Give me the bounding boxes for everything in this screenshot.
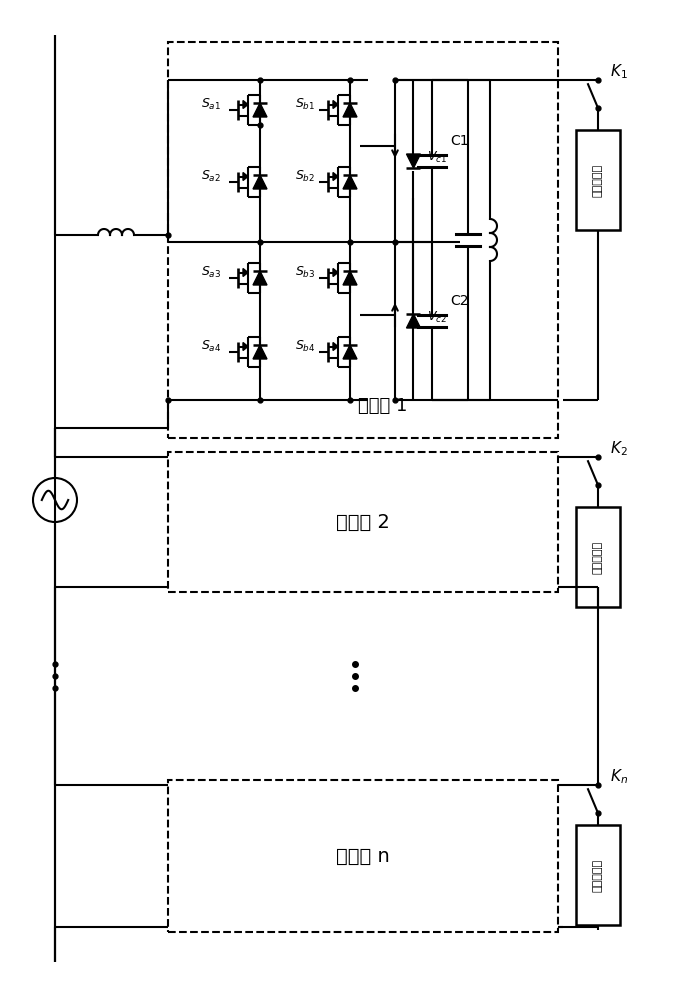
Polygon shape <box>243 268 248 276</box>
Polygon shape <box>343 103 357 117</box>
Text: $S_{b1}$: $S_{b1}$ <box>295 96 315 112</box>
Text: $S_{b3}$: $S_{b3}$ <box>295 264 315 280</box>
Text: $K_1$: $K_1$ <box>610 63 627 81</box>
Bar <box>168 452 558 592</box>
Polygon shape <box>343 345 357 359</box>
Bar <box>576 825 620 925</box>
Text: 子模块 n: 子模块 n <box>336 846 390 865</box>
Text: C2: C2 <box>450 294 469 308</box>
Text: 子模块 2: 子模块 2 <box>336 512 390 532</box>
Text: $S_{a1}$: $S_{a1}$ <box>201 96 221 112</box>
Text: $S_{b4}$: $S_{b4}$ <box>295 338 315 354</box>
Polygon shape <box>406 314 421 328</box>
Text: $S_{a4}$: $S_{a4}$ <box>201 338 221 354</box>
Text: 子模块 1: 子模块 1 <box>358 397 408 415</box>
Bar <box>576 507 620 607</box>
Text: $S_{a3}$: $S_{a3}$ <box>201 264 221 280</box>
Bar <box>576 130 620 230</box>
Text: $V_{c1}$: $V_{c1}$ <box>427 149 447 165</box>
Polygon shape <box>333 342 338 351</box>
Text: $S_{b2}$: $S_{b2}$ <box>295 168 315 184</box>
Polygon shape <box>406 154 421 168</box>
Bar <box>168 42 558 438</box>
Polygon shape <box>253 345 267 359</box>
Text: $V_{c2}$: $V_{c2}$ <box>427 309 447 325</box>
Polygon shape <box>333 101 338 108</box>
Text: $S_{a2}$: $S_{a2}$ <box>201 168 221 184</box>
Text: 直流变压器: 直流变压器 <box>593 540 603 574</box>
Polygon shape <box>253 271 267 285</box>
Polygon shape <box>343 175 357 189</box>
Polygon shape <box>333 172 338 180</box>
Bar <box>168 780 558 932</box>
Text: $K_n$: $K_n$ <box>610 768 628 786</box>
Polygon shape <box>343 271 357 285</box>
Text: 直流变压器: 直流变压器 <box>593 858 603 892</box>
Polygon shape <box>243 101 248 108</box>
Polygon shape <box>243 172 248 180</box>
Polygon shape <box>333 268 338 276</box>
Polygon shape <box>253 175 267 189</box>
Text: $K_2$: $K_2$ <box>610 440 627 458</box>
Text: C1: C1 <box>450 134 469 148</box>
Polygon shape <box>243 342 248 351</box>
Text: 直流变压器: 直流变压器 <box>593 163 603 197</box>
Polygon shape <box>253 103 267 117</box>
